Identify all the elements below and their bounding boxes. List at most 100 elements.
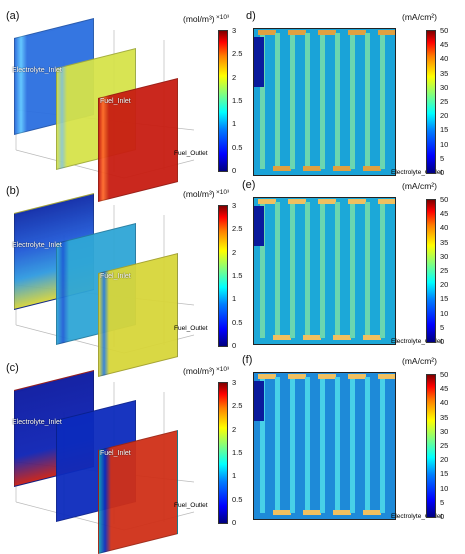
- channel-stripe: [260, 377, 265, 513]
- channel-stripe: [275, 377, 280, 513]
- colorbar-multiplier: ×10³: [216, 14, 230, 21]
- channel-turn: [363, 510, 381, 515]
- colorbar-tick-label: 0: [440, 168, 445, 177]
- colorbar-multiplier: ×10³: [216, 366, 230, 373]
- colorbar-tick-label: 15: [440, 125, 449, 135]
- colorbar-tick-label: 2: [232, 72, 237, 82]
- colorbar-tick-label: 1: [232, 294, 237, 304]
- inlet-region: [254, 37, 264, 87]
- channel-stripe: [365, 33, 370, 169]
- colorbar-tick-label: 20: [440, 280, 449, 290]
- channel-turn: [318, 199, 336, 204]
- fuel-inlet-label: Fuel_Inlet: [100, 273, 131, 280]
- electrolyte-outlet-label: Electrolyte_Outlet: [391, 169, 443, 176]
- colorbar-tick-label: 10: [440, 483, 449, 493]
- channel-stripe: [305, 377, 310, 513]
- channel-stripe: [260, 33, 265, 169]
- colorbar-tick-label: 45: [440, 384, 449, 394]
- colorbar-unit: (mol/m³): [183, 189, 215, 199]
- channel-stripe: [335, 377, 340, 513]
- channel-turn: [348, 374, 366, 379]
- colorbar-tick-label: 1.5: [232, 448, 243, 457]
- channel-turn: [378, 199, 395, 204]
- fuel-inlet-label: Fuel_Inlet: [100, 450, 131, 457]
- channel-stripe: [335, 33, 340, 169]
- colorbar-tick-label: 35: [440, 412, 449, 422]
- channel-stripe: [305, 33, 310, 169]
- current-density-map: [253, 28, 396, 176]
- colorbar-tick-label: 25: [440, 266, 449, 275]
- channel-turn: [363, 166, 381, 171]
- channel-turn: [318, 30, 336, 35]
- colorbar-unit: (mol/m³): [183, 366, 215, 376]
- channel-stripe: [365, 377, 370, 513]
- channel-turn: [378, 30, 395, 35]
- electrolyte-inlet-label: Electrolyte_Inlet: [12, 242, 62, 249]
- colorbar-tick-label: 3: [232, 26, 237, 35]
- channel-stripe: [320, 377, 325, 513]
- colorbar-tick-label: 25: [440, 441, 449, 450]
- inlet-region: [254, 381, 264, 421]
- concentration-sheet: [98, 253, 178, 377]
- panel-label: (b): [6, 185, 20, 197]
- channel-turn: [318, 374, 336, 379]
- fuel-outlet-label: Fuel_Outlet: [174, 150, 208, 157]
- channel-turn: [258, 199, 276, 204]
- colorbar-tick-label: 0.5: [232, 494, 243, 504]
- colorbar-tick-label: 50: [440, 370, 449, 379]
- channel-turn: [333, 166, 351, 171]
- colorbar-tick-label: 50: [440, 26, 449, 35]
- colorbar-tick-label: 2.5: [232, 49, 243, 59]
- channel-turn: [258, 374, 276, 379]
- colorbar-tick-label: 1.5: [232, 271, 243, 280]
- channel-stripe: [290, 202, 295, 338]
- colorbar-tick-label: 40: [440, 398, 449, 408]
- channel-stripe: [335, 202, 340, 338]
- colorbar-tick-label: 25: [440, 97, 449, 106]
- channel-turn: [288, 374, 306, 379]
- colorbar: [218, 382, 228, 524]
- colorbar-tick-label: 2.5: [232, 401, 243, 411]
- concentration-sheet: [98, 78, 178, 202]
- channel-stripe: [380, 377, 385, 513]
- colorbar-tick-label: 5: [440, 322, 445, 332]
- channel-turn: [378, 374, 395, 379]
- colorbar-tick-label: 5: [440, 153, 445, 163]
- channel-stripe: [260, 202, 265, 338]
- colorbar-unit: (mA/cm²): [402, 12, 437, 22]
- colorbar-unit: (mol/m³): [183, 14, 215, 24]
- electrolyte-outlet-label: Electrolyte_Outlet: [391, 513, 443, 520]
- channel-stripe: [380, 202, 385, 338]
- channel-turn: [273, 166, 291, 171]
- channel-turn: [273, 510, 291, 515]
- colorbar-tick-label: 0.5: [232, 142, 243, 152]
- colorbar-tick-label: 1: [232, 119, 237, 129]
- channel-turn: [258, 30, 276, 35]
- colorbar-tick-label: 10: [440, 308, 449, 318]
- colorbar: [426, 374, 436, 518]
- colorbar-tick-label: 0: [440, 337, 445, 346]
- channel-stripe: [290, 33, 295, 169]
- colorbar-tick-label: 30: [440, 426, 449, 436]
- colorbar-tick-label: 0: [232, 166, 237, 175]
- channel-stripe: [350, 33, 355, 169]
- colorbar-tick-label: 45: [440, 209, 449, 219]
- colorbar-tick-label: 3: [232, 378, 237, 387]
- colorbar-unit: (mA/cm²): [402, 181, 437, 191]
- fuel-outlet-label: Fuel_Outlet: [174, 325, 208, 332]
- colorbar-tick-label: 40: [440, 54, 449, 64]
- panel-label: (e): [242, 179, 256, 191]
- colorbar-tick-label: 15: [440, 294, 449, 304]
- colorbar-tick-label: 0: [232, 341, 237, 350]
- colorbar-tick-label: 3: [232, 201, 237, 210]
- colorbar-tick-label: 30: [440, 82, 449, 92]
- channel-turn: [273, 335, 291, 340]
- panel-label: d): [246, 10, 256, 22]
- channel-turn: [303, 166, 321, 171]
- panel-label: (a): [6, 10, 20, 22]
- channel-turn: [363, 335, 381, 340]
- colorbar-tick-label: 35: [440, 68, 449, 78]
- current-density-map: [253, 372, 396, 520]
- channel-stripe: [380, 33, 385, 169]
- electrolyte-inlet-label: Electrolyte_Inlet: [12, 419, 62, 426]
